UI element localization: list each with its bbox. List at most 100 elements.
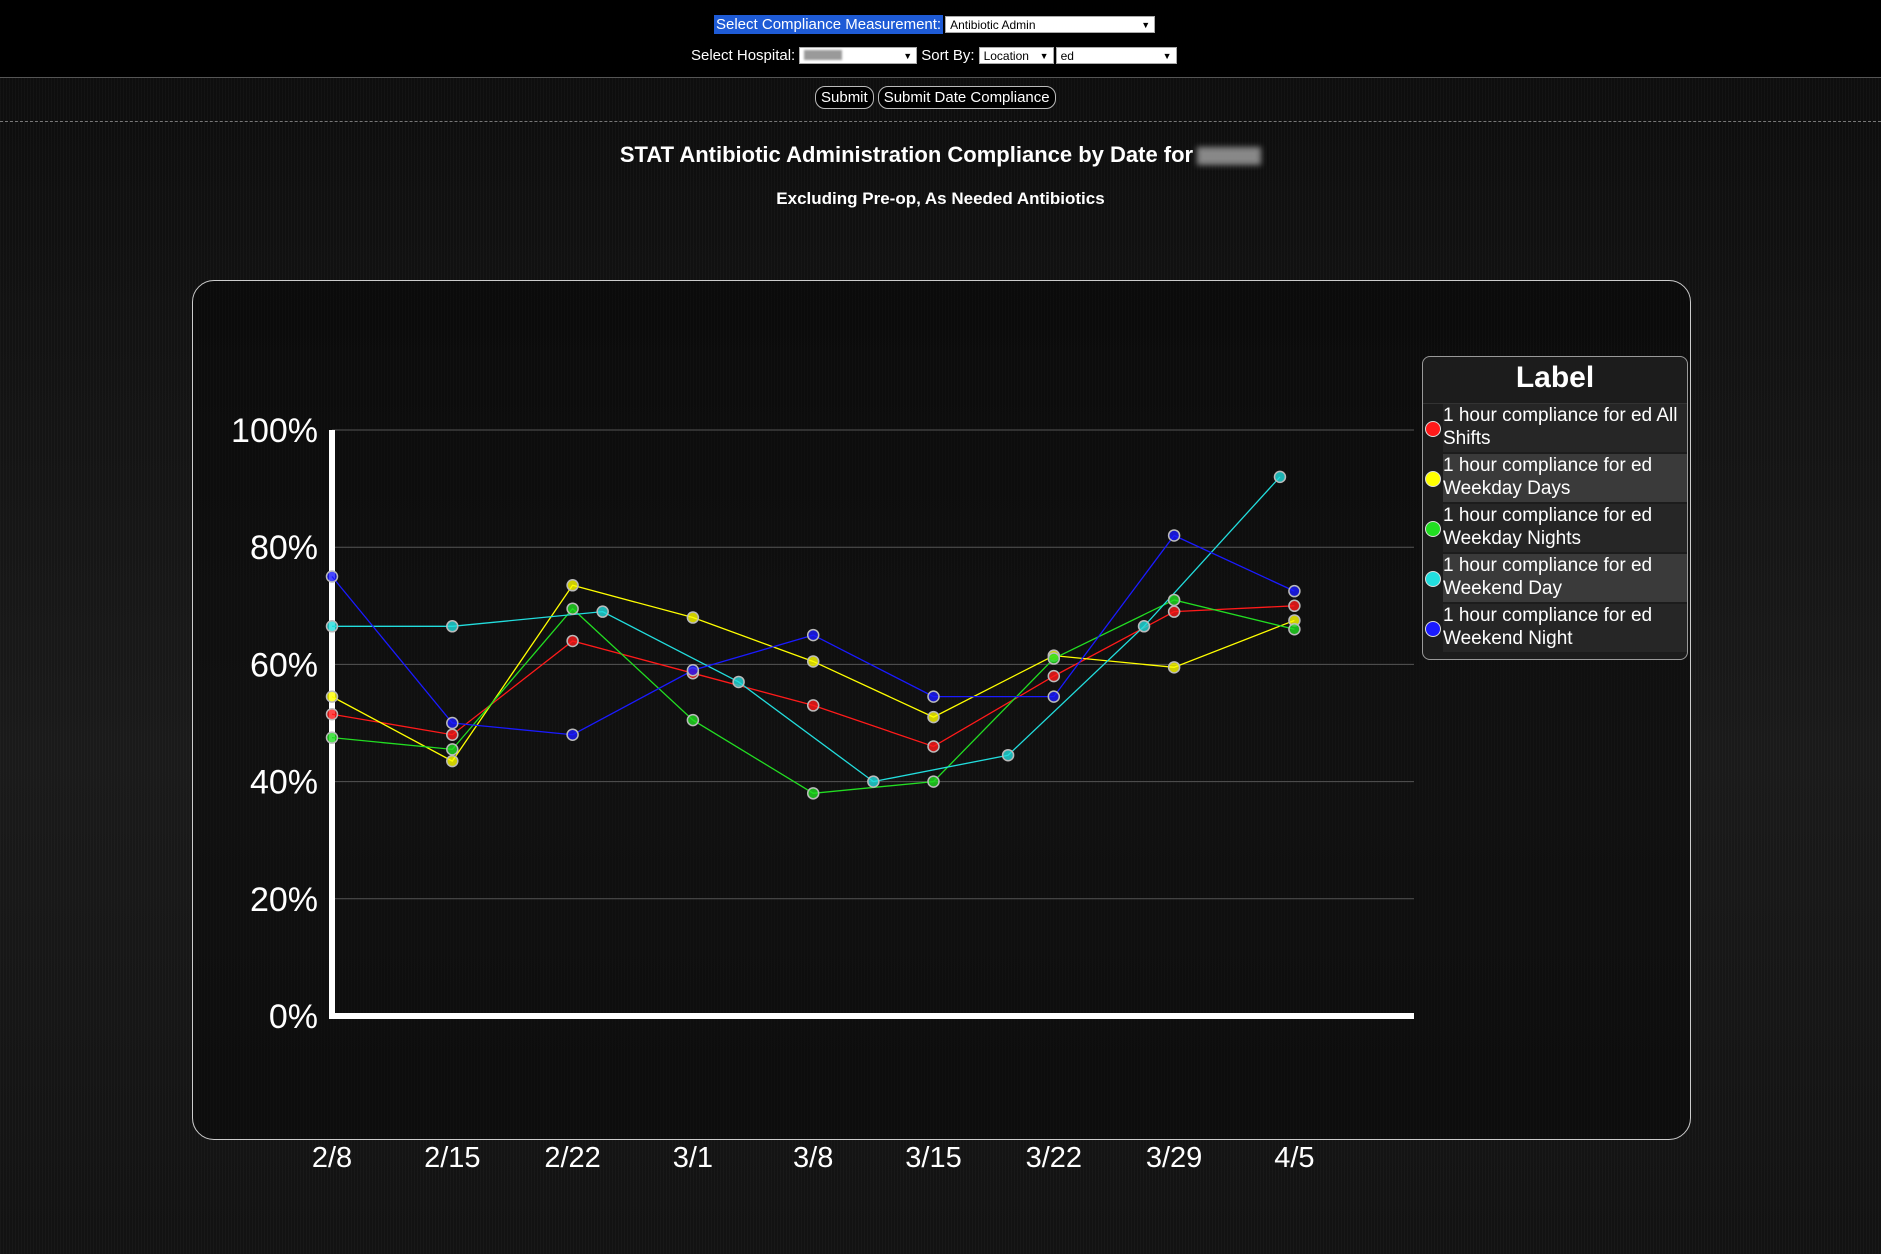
data-point bbox=[1047, 669, 1061, 683]
data-point bbox=[927, 740, 940, 753]
legend-label: 1 hour compliance for ed Weekend Day bbox=[1443, 554, 1687, 602]
data-point bbox=[732, 675, 745, 689]
data-point bbox=[1273, 470, 1287, 484]
chevron-down-icon: ▼ bbox=[1162, 50, 1172, 61]
hospital-select-value-redacted bbox=[804, 49, 843, 60]
data-point bbox=[927, 690, 940, 703]
legend-label: 1 hour compliance for ed Weekday Days bbox=[1443, 454, 1687, 502]
measurement-select-value: Antibiotic Admin bbox=[950, 17, 1036, 32]
x-tick-label: 3/8 bbox=[793, 1142, 833, 1174]
data-point bbox=[806, 699, 820, 712]
submit-date-compliance-button[interactable]: Submit Date Compliance bbox=[877, 86, 1056, 109]
legend-label: 1 hour compliance for ed Weekday Nights bbox=[1443, 504, 1687, 552]
x-tick-label: 4/5 bbox=[1274, 1142, 1314, 1174]
data-point bbox=[1047, 652, 1061, 665]
data-point bbox=[566, 579, 579, 592]
location-select-value: ed bbox=[1060, 48, 1074, 63]
data-point bbox=[927, 775, 940, 788]
data-point bbox=[1167, 529, 1181, 542]
hospital-label: Select Hospital: bbox=[691, 46, 796, 64]
legend-item: 1 hour compliance for ed Weekend Day bbox=[1423, 554, 1687, 604]
legend-item: 1 hour compliance for ed Weekday Days bbox=[1423, 454, 1687, 504]
legend-items: 1 hour compliance for ed All Shifts 1 hou… bbox=[1423, 404, 1687, 654]
data-point bbox=[1167, 605, 1181, 618]
data-point bbox=[325, 690, 339, 703]
legend-swatch-icon bbox=[1425, 571, 1441, 587]
legend-swatch-icon bbox=[1425, 421, 1441, 437]
data-point bbox=[325, 707, 339, 721]
x-tick-label: 3/29 bbox=[1146, 1142, 1202, 1174]
button-row: Submit Submit Date Compliance bbox=[815, 86, 1056, 109]
measurement-select[interactable]: Antibiotic Admin ▼ bbox=[945, 15, 1156, 33]
legend-label: 1 hour compliance for ed All Shifts bbox=[1443, 404, 1687, 452]
series-line bbox=[332, 476, 1281, 783]
data-point bbox=[596, 605, 609, 618]
y-tick-label: 100% bbox=[231, 412, 318, 450]
y-tick-label: 0% bbox=[269, 998, 318, 1036]
x-tick-label: 2/8 bbox=[312, 1142, 352, 1174]
data-point bbox=[806, 655, 820, 668]
chevron-down-icon: ▼ bbox=[1141, 19, 1151, 30]
legend-swatch-icon bbox=[1425, 521, 1441, 537]
legend-swatch-icon bbox=[1425, 621, 1441, 637]
data-point bbox=[806, 787, 820, 800]
chart-subtitle: Excluding Pre-op, As Needed Antibiotics bbox=[776, 189, 1105, 208]
data-point bbox=[566, 634, 579, 648]
data-point bbox=[325, 731, 339, 744]
legend: Label 1 hour compliance for ed All Shift… bbox=[1422, 356, 1688, 660]
data-point bbox=[446, 620, 459, 633]
divider bbox=[0, 121, 1881, 122]
hospital-row: Select Hospital: ▼ Sort By: Location ▼ e… bbox=[691, 45, 1177, 65]
control-bar: Select Compliance Measurement: Antibioti… bbox=[0, 0, 1881, 78]
sort-select-value: Location bbox=[983, 48, 1029, 63]
sort-select[interactable]: Location ▼ bbox=[978, 46, 1054, 64]
chart-title-text: STAT Antibiotic Administration Complianc… bbox=[619, 142, 1194, 167]
data-point bbox=[1288, 584, 1301, 598]
chart-title: STAT Antibiotic Administration Complianc… bbox=[0, 142, 1881, 168]
location-select[interactable]: ed ▼ bbox=[1055, 46, 1177, 64]
data-point bbox=[686, 664, 700, 677]
x-tick-label: 3/22 bbox=[1026, 1142, 1082, 1174]
x-tick-label: 3/15 bbox=[905, 1142, 961, 1174]
data-point bbox=[446, 728, 459, 741]
y-tick-label: 20% bbox=[250, 881, 318, 919]
hospital-select[interactable]: ▼ bbox=[799, 46, 918, 64]
data-point bbox=[566, 728, 579, 741]
data-point bbox=[1288, 622, 1301, 636]
y-tick-label: 80% bbox=[250, 529, 318, 567]
legend-label: 1 hour compliance for ed Weekend Night bbox=[1443, 604, 1687, 652]
legend-item: 1 hour compliance for ed Weekday Nights bbox=[1423, 504, 1687, 554]
data-point bbox=[927, 710, 940, 724]
redacted-hospital-name bbox=[1197, 147, 1262, 166]
data-point bbox=[686, 713, 700, 727]
y-tick-label: 60% bbox=[250, 646, 318, 684]
data-point bbox=[446, 716, 459, 730]
data-point bbox=[867, 775, 880, 788]
data-point bbox=[1167, 593, 1181, 607]
data-point bbox=[325, 570, 339, 583]
x-tick-label: 2/22 bbox=[544, 1142, 600, 1174]
data-point bbox=[1288, 599, 1301, 613]
chevron-down-icon: ▼ bbox=[1039, 50, 1049, 61]
data-point bbox=[1047, 690, 1061, 703]
measurement-row: Select Compliance Measurement: Antibioti… bbox=[714, 14, 1156, 34]
data-point bbox=[806, 628, 820, 642]
data-point bbox=[1001, 748, 1015, 762]
submit-button[interactable]: Submit bbox=[815, 86, 874, 109]
data-point bbox=[1167, 661, 1181, 674]
legend-title: Label bbox=[1423, 357, 1687, 404]
data-point bbox=[325, 620, 339, 633]
legend-item: 1 hour compliance for ed All Shifts bbox=[1423, 404, 1687, 454]
legend-swatch-icon bbox=[1425, 471, 1441, 487]
data-point bbox=[446, 743, 459, 756]
data-point bbox=[446, 754, 459, 768]
legend-item: 1 hour compliance for ed Weekend Night bbox=[1423, 604, 1687, 654]
data-point bbox=[1137, 620, 1151, 633]
y-tick-label: 40% bbox=[250, 764, 318, 802]
sort-label: Sort By: bbox=[921, 46, 975, 64]
data-point bbox=[566, 602, 579, 615]
measurement-label: Select Compliance Measurement: bbox=[714, 14, 944, 34]
chevron-down-icon: ▼ bbox=[903, 50, 913, 61]
x-tick-label: 3/1 bbox=[673, 1142, 713, 1174]
